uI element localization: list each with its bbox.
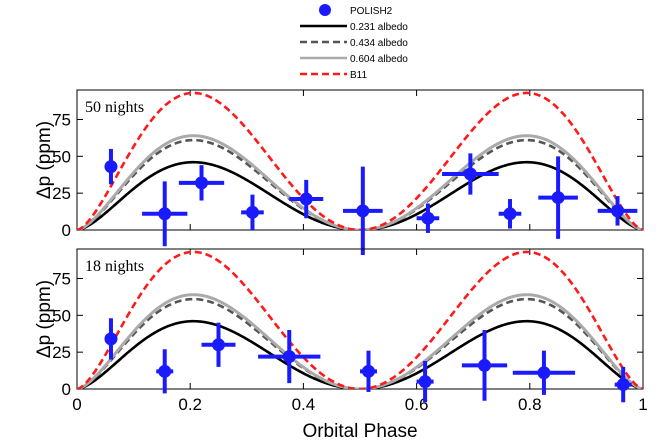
legend: POLISH2 0.231 albedo 0.434 albedo 0.604 alb… bbox=[294, 2, 408, 86]
data-point bbox=[421, 211, 435, 225]
data-point bbox=[463, 167, 477, 181]
data-point bbox=[356, 204, 370, 218]
x-tick-label: 0.6 bbox=[405, 395, 429, 414]
x-tick-label: 0.2 bbox=[178, 395, 202, 414]
y-tick-label: 0 bbox=[62, 221, 71, 240]
data-point bbox=[418, 375, 432, 389]
y-tick-label: 25 bbox=[52, 184, 71, 203]
x-axis-label: Orbital Phase bbox=[302, 421, 417, 442]
legend-marker bbox=[319, 4, 331, 16]
legend-label: POLISH2 bbox=[350, 6, 393, 17]
series-line-0-604-albedo bbox=[77, 293, 643, 389]
x-tick-label: 0 bbox=[72, 395, 81, 414]
y-tick-label: 75 bbox=[52, 110, 71, 129]
data-point bbox=[611, 204, 625, 218]
data-point bbox=[503, 207, 517, 221]
data-point bbox=[245, 205, 259, 219]
data-point bbox=[158, 364, 172, 378]
data-point bbox=[537, 366, 551, 380]
legend-box bbox=[294, 2, 394, 86]
data-point bbox=[551, 191, 565, 205]
data-point bbox=[104, 160, 118, 174]
data-point bbox=[361, 364, 375, 378]
series-line-0-231-albedo bbox=[77, 160, 643, 230]
model-curves bbox=[77, 250, 643, 389]
panel-annotation: 50 nights bbox=[85, 99, 144, 116]
data-point bbox=[478, 358, 492, 372]
y-tick-label: 50 bbox=[52, 147, 71, 166]
legend-label: B11 bbox=[350, 70, 367, 81]
legend-label: 0.434 albedo bbox=[350, 38, 408, 49]
data-point bbox=[195, 176, 209, 190]
series-line-b11 bbox=[77, 91, 643, 230]
series-line-0-231-albedo bbox=[77, 319, 643, 389]
x-tick-label: 0.8 bbox=[518, 395, 542, 414]
y-axis-label: Δp (ppm) bbox=[34, 121, 55, 199]
x-tick-label: 1 bbox=[638, 395, 647, 414]
series-line-0-604-albedo bbox=[77, 134, 643, 230]
y-tick-label: 50 bbox=[52, 306, 71, 325]
x-tick-label: 0.4 bbox=[292, 395, 316, 414]
data-point bbox=[616, 378, 630, 392]
y-axis-label: Δp (ppm) bbox=[34, 280, 55, 358]
data-point bbox=[282, 350, 296, 364]
data-point bbox=[104, 332, 118, 346]
data-points bbox=[104, 318, 632, 403]
y-tick-label: 0 bbox=[62, 380, 71, 399]
y-tick-label: 75 bbox=[52, 269, 71, 288]
panel-annotation: 18 nights bbox=[85, 258, 144, 275]
data-point bbox=[212, 338, 225, 352]
series-line-b11 bbox=[77, 250, 643, 389]
legend-label: 0.231 albedo bbox=[350, 22, 408, 33]
model-curves bbox=[77, 91, 643, 230]
legend-label: 0.604 albedo bbox=[350, 54, 408, 65]
y-tick-label: 25 bbox=[52, 343, 71, 362]
data-points bbox=[104, 148, 638, 256]
data-point bbox=[299, 192, 313, 206]
panel-18-nights: 0 25 50 75 0 0.2 0.4 0.6 0.8 1 Δp (ppm) Orbital Pha… bbox=[34, 248, 648, 442]
data-point bbox=[158, 207, 172, 221]
